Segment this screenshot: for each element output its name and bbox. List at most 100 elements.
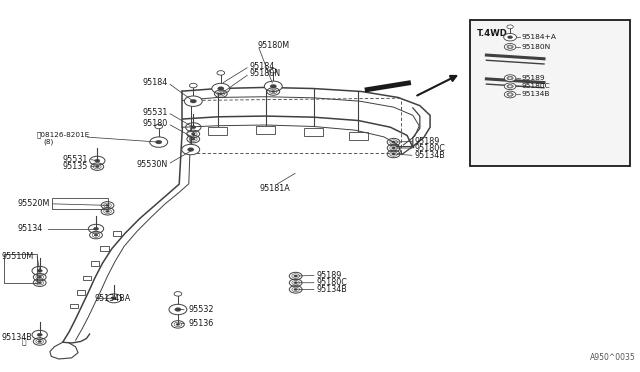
Bar	[52, 198, 108, 209]
Circle shape	[509, 46, 511, 48]
Circle shape	[219, 93, 223, 95]
Text: 95510M: 95510M	[1, 252, 33, 261]
Circle shape	[38, 340, 42, 343]
Circle shape	[95, 166, 99, 168]
Circle shape	[504, 83, 516, 90]
Bar	[304, 128, 323, 136]
Circle shape	[37, 269, 42, 272]
Circle shape	[187, 132, 195, 136]
Circle shape	[504, 44, 516, 50]
Circle shape	[509, 86, 511, 87]
Circle shape	[189, 83, 197, 88]
Bar	[208, 127, 227, 135]
Text: 95189: 95189	[522, 75, 545, 81]
Circle shape	[93, 227, 99, 230]
Text: 95134B: 95134B	[415, 151, 445, 160]
Text: 95136: 95136	[189, 319, 214, 328]
Circle shape	[294, 288, 298, 291]
Circle shape	[269, 68, 277, 73]
Circle shape	[169, 304, 187, 315]
Text: 95134B: 95134B	[522, 92, 550, 97]
Circle shape	[38, 282, 42, 284]
Bar	[91, 261, 99, 266]
Bar	[83, 276, 92, 280]
Text: 95189: 95189	[317, 271, 342, 280]
Bar	[70, 304, 79, 308]
Text: A950^0035: A950^0035	[590, 353, 636, 362]
Circle shape	[507, 84, 513, 88]
Circle shape	[218, 87, 224, 90]
Circle shape	[392, 147, 396, 149]
Circle shape	[509, 94, 511, 95]
Bar	[77, 290, 85, 295]
Circle shape	[507, 45, 513, 49]
Circle shape	[190, 99, 196, 103]
Circle shape	[217, 71, 225, 75]
Circle shape	[507, 76, 513, 80]
Circle shape	[294, 275, 298, 277]
Circle shape	[106, 210, 109, 212]
Circle shape	[392, 153, 396, 155]
Text: 95184: 95184	[143, 78, 168, 87]
Circle shape	[212, 83, 230, 94]
Text: 95180C: 95180C	[415, 144, 445, 153]
Circle shape	[156, 140, 162, 144]
Circle shape	[184, 96, 202, 106]
Circle shape	[271, 90, 275, 93]
Circle shape	[504, 33, 516, 41]
Circle shape	[106, 204, 109, 206]
Text: Ⓑ: Ⓑ	[22, 337, 27, 346]
Circle shape	[191, 126, 196, 129]
Circle shape	[270, 84, 276, 88]
Circle shape	[392, 141, 396, 143]
Circle shape	[37, 333, 42, 336]
Circle shape	[507, 93, 513, 96]
Text: 95531: 95531	[63, 155, 88, 164]
Text: 95531: 95531	[142, 108, 168, 117]
Circle shape	[150, 137, 168, 147]
Text: 95180: 95180	[143, 119, 168, 128]
Circle shape	[294, 282, 298, 284]
Text: 95134B: 95134B	[317, 285, 348, 294]
Text: 95180C: 95180C	[522, 83, 550, 89]
Text: 95184+A: 95184+A	[522, 34, 557, 40]
Circle shape	[191, 133, 195, 135]
Text: 95520M: 95520M	[18, 199, 51, 208]
Text: 95532: 95532	[189, 305, 214, 314]
Bar	[470, 20, 630, 166]
Text: 95180M: 95180M	[258, 41, 290, 50]
Text: 95181A: 95181A	[259, 185, 290, 193]
Text: 95189: 95189	[415, 137, 440, 146]
Circle shape	[175, 308, 181, 311]
Circle shape	[504, 91, 516, 98]
Circle shape	[155, 124, 163, 129]
Circle shape	[176, 323, 180, 326]
Circle shape	[174, 292, 182, 296]
Bar	[100, 246, 109, 251]
Circle shape	[188, 148, 194, 151]
Circle shape	[38, 276, 42, 278]
Text: 95135: 95135	[63, 162, 88, 171]
Text: Ⓑ08126-8201E: Ⓑ08126-8201E	[37, 131, 90, 138]
Circle shape	[264, 81, 282, 92]
Text: 95180N: 95180N	[250, 69, 281, 78]
Text: 95134: 95134	[18, 224, 43, 233]
Circle shape	[508, 36, 513, 39]
Text: 95180N: 95180N	[522, 44, 551, 50]
Circle shape	[191, 138, 195, 140]
Circle shape	[507, 25, 513, 29]
Bar	[256, 126, 275, 134]
Text: 95134BA: 95134BA	[95, 294, 131, 303]
Circle shape	[509, 77, 511, 79]
Text: 95134B: 95134B	[1, 333, 32, 342]
Circle shape	[95, 159, 100, 162]
Circle shape	[182, 144, 200, 155]
Bar	[113, 231, 122, 236]
Circle shape	[94, 234, 98, 236]
Text: 95180C: 95180C	[317, 278, 348, 287]
Text: 95530N: 95530N	[136, 160, 168, 169]
Text: 95184: 95184	[250, 62, 275, 71]
Text: T.4WD: T.4WD	[477, 29, 508, 38]
Circle shape	[111, 297, 116, 300]
Bar	[4, 254, 37, 283]
